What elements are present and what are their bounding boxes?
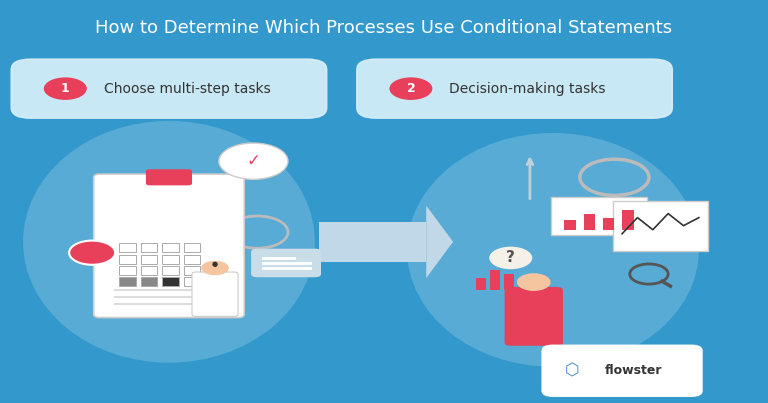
Polygon shape [476, 278, 486, 290]
Text: Choose multi-step tasks: Choose multi-step tasks [104, 82, 270, 96]
FancyBboxPatch shape [505, 287, 563, 346]
FancyBboxPatch shape [12, 59, 326, 118]
Ellipse shape [23, 121, 315, 363]
Circle shape [69, 241, 115, 265]
Text: ⬡: ⬡ [565, 362, 579, 380]
Polygon shape [319, 222, 426, 262]
FancyBboxPatch shape [192, 272, 238, 316]
Circle shape [201, 261, 229, 275]
Text: Decision-making tasks: Decision-making tasks [449, 82, 606, 96]
Text: ●: ● [212, 261, 218, 266]
FancyBboxPatch shape [357, 59, 672, 118]
FancyBboxPatch shape [146, 169, 192, 185]
Text: ?: ? [506, 250, 515, 266]
Text: 2: 2 [406, 82, 415, 95]
Circle shape [489, 247, 532, 269]
Text: 1: 1 [61, 82, 70, 95]
FancyBboxPatch shape [141, 277, 157, 286]
Polygon shape [426, 206, 453, 278]
Circle shape [389, 77, 432, 100]
Polygon shape [603, 218, 614, 230]
FancyBboxPatch shape [551, 197, 647, 235]
FancyBboxPatch shape [541, 345, 703, 397]
FancyBboxPatch shape [119, 277, 136, 286]
FancyBboxPatch shape [162, 277, 179, 286]
Polygon shape [564, 220, 576, 230]
Polygon shape [584, 214, 595, 230]
Polygon shape [622, 210, 634, 230]
Circle shape [219, 143, 288, 179]
Text: flowster: flowster [605, 364, 662, 377]
Circle shape [517, 273, 551, 291]
Text: ✓: ✓ [247, 152, 260, 170]
Polygon shape [504, 274, 514, 290]
FancyBboxPatch shape [613, 201, 708, 251]
FancyBboxPatch shape [94, 174, 244, 318]
FancyBboxPatch shape [251, 249, 321, 277]
Text: How to Determine Which Processes Use Conditional Statements: How to Determine Which Processes Use Con… [95, 19, 673, 37]
Polygon shape [490, 270, 500, 290]
Ellipse shape [407, 133, 699, 367]
Circle shape [44, 77, 87, 100]
